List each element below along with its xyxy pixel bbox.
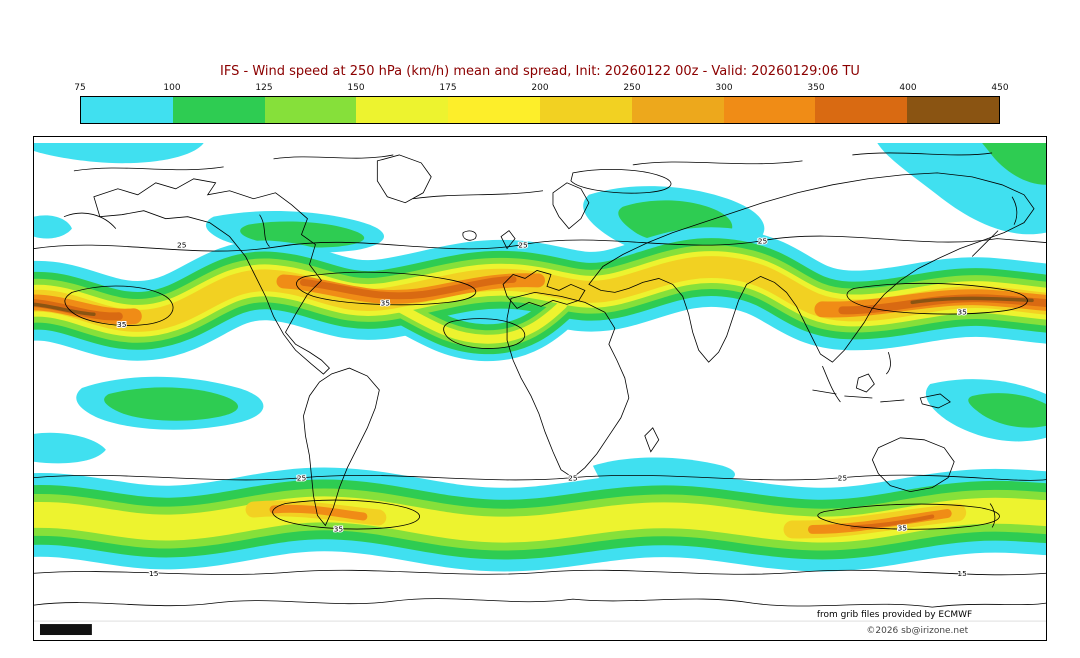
contour-label: 35 [381, 298, 391, 307]
colorbar-ticks: 75 100 125 150 175 200 250 300 350 400 450 [74, 83, 1008, 96]
colorbar-segment [264, 97, 357, 123]
contour-label: 35 [117, 320, 127, 329]
bottom-left-bar [39, 624, 92, 636]
colorbar-segment [172, 97, 265, 123]
colorbar-tick-label: 450 [991, 83, 1009, 93]
contour-label: 35 [957, 307, 967, 316]
colorbar-tick-label: 300 [715, 83, 733, 93]
colorbar-tick-label: 200 [531, 83, 549, 93]
colorbar-tick-label: 100 [163, 83, 181, 93]
colorbar-tick-label: 150 [347, 83, 365, 93]
spread-contours [34, 168, 1046, 576]
colorbar-segment [631, 97, 724, 123]
colorbar-tick-label: 125 [255, 83, 273, 93]
credit-copyright: ©2026 sb@irizone.net [866, 626, 968, 636]
colorbar-tick-label: 175 [439, 83, 457, 93]
credits: from grib files provided by ECMWF ©2026 … [34, 610, 1046, 636]
contour-label: 25 [758, 237, 768, 246]
colorbar-segment [723, 97, 816, 123]
colorbar-segment [448, 97, 540, 123]
colorbar-segment [539, 97, 632, 123]
map-canvas: 25 25 25 35 35 35 25 25 25 35 35 15 15 f… [34, 142, 1046, 636]
contour-label: 15 [149, 569, 159, 578]
contour-label: 25 [568, 474, 578, 483]
coastlines [34, 152, 1046, 608]
contour-label: 35 [898, 523, 908, 532]
contour-label: 25 [297, 474, 307, 483]
credit-source: from grib files provided by ECMWF [817, 610, 972, 620]
colorbar-segment [81, 97, 173, 123]
contour-label: 25 [518, 241, 528, 250]
colorbar-segment [815, 97, 908, 123]
colorbar-segment [907, 97, 999, 123]
chart-title: IFS - Wind speed at 250 hPa (km/h) mean … [220, 64, 860, 79]
colorbar-tick-label: 400 [899, 83, 917, 93]
contour-label: 35 [334, 524, 344, 533]
nh-jet-band [34, 267, 1046, 339]
contour-label: 25 [838, 474, 848, 483]
contour-label: 25 [177, 241, 187, 250]
colorbar-tick-label: 350 [807, 83, 825, 93]
world-map: 25 25 25 35 35 35 25 25 25 35 35 15 15 f… [33, 136, 1047, 641]
colorbar-tick-label: 250 [623, 83, 641, 93]
colorbar-segments [80, 96, 1000, 124]
contour-label: 15 [957, 569, 967, 578]
colorbar-tick-label: 75 [74, 83, 86, 93]
sh-jet-band [34, 508, 1046, 529]
colorbar-legend: 75 100 125 150 175 200 250 300 350 400 450 [74, 83, 1009, 124]
colorbar-segment [356, 97, 449, 123]
contour-labels: 25 25 25 35 35 35 25 25 25 35 35 15 15 [116, 236, 968, 580]
